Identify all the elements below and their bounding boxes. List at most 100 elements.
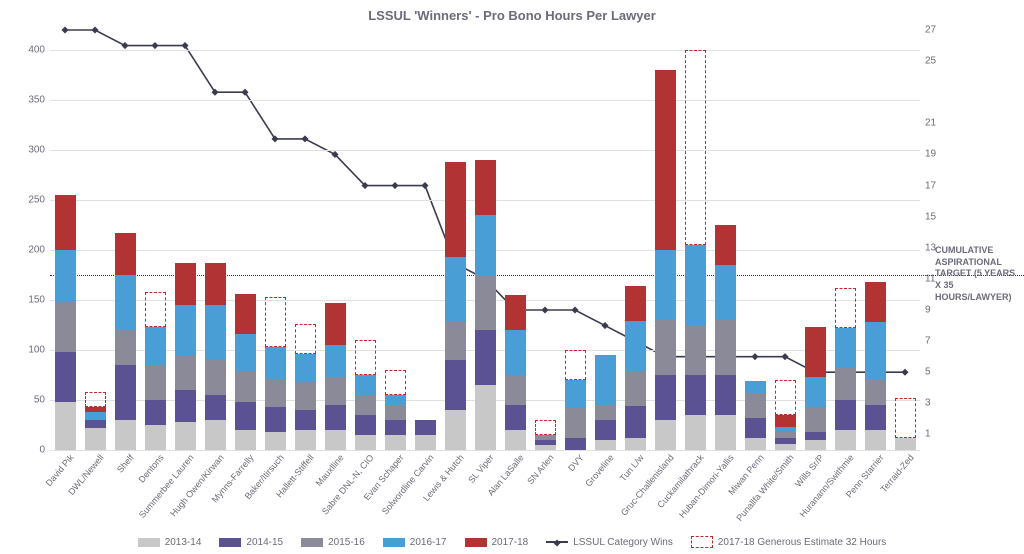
bar-group: Baker/Itirsuch bbox=[265, 30, 286, 450]
bar-segment bbox=[55, 402, 76, 450]
bar-group: SN Arlen bbox=[535, 30, 556, 450]
bar-segment bbox=[835, 328, 856, 368]
bar-segment bbox=[835, 430, 856, 450]
bar-segment bbox=[205, 395, 226, 420]
bar-segment bbox=[745, 438, 766, 450]
legend-swatch bbox=[138, 538, 160, 547]
bar-segment bbox=[865, 322, 886, 380]
bar-segment bbox=[175, 305, 196, 355]
x-axis-category-label: SN Arlen bbox=[522, 450, 556, 486]
bar-segment bbox=[595, 440, 616, 450]
bar-segment bbox=[235, 402, 256, 430]
bar-segment bbox=[445, 410, 466, 450]
bar-segment bbox=[415, 435, 436, 450]
y2-axis-tick-label: 7 bbox=[925, 336, 950, 347]
bar-segment bbox=[805, 440, 826, 450]
bar-segment bbox=[385, 420, 406, 435]
x-axis-category-label: Shelf bbox=[112, 450, 136, 475]
bar-estimate bbox=[895, 398, 916, 438]
bar-segment bbox=[625, 438, 646, 450]
bar-segment bbox=[325, 405, 346, 430]
bar-estimate bbox=[85, 392, 106, 407]
bar-segment bbox=[685, 325, 706, 375]
bar-segment bbox=[775, 438, 796, 444]
bar-segment bbox=[325, 345, 346, 377]
bar-group: Evan Schaper bbox=[385, 30, 406, 450]
bar-segment bbox=[565, 380, 586, 408]
bar-segment bbox=[145, 327, 166, 365]
bar-segment bbox=[295, 430, 316, 450]
bar-segment bbox=[445, 322, 466, 360]
bar-segment bbox=[85, 420, 106, 428]
bar-segment bbox=[415, 420, 436, 435]
bar-segment bbox=[655, 250, 676, 320]
bar-segment bbox=[505, 405, 526, 430]
bar-group: Lewis & Hutch bbox=[445, 30, 466, 450]
bar-estimate bbox=[835, 288, 856, 328]
bar-estimate bbox=[685, 50, 706, 245]
bar-segment bbox=[475, 385, 496, 450]
bar-segment bbox=[235, 334, 256, 372]
bar-segment bbox=[235, 294, 256, 334]
bar-group: Tun L/w bbox=[625, 30, 646, 450]
bar-group: Summerbee Lauren bbox=[175, 30, 196, 450]
bar-segment bbox=[265, 347, 286, 379]
y2-axis-tick-label: 5 bbox=[925, 367, 950, 378]
y2-axis-tick-label: 19 bbox=[925, 149, 950, 160]
y2-axis-tick-label: 15 bbox=[925, 211, 950, 222]
legend: 2013-142014-152015-162016-172017-18LSSUL… bbox=[0, 536, 1024, 548]
bar-segment bbox=[445, 360, 466, 410]
bar-group: Huranann/Swithmie bbox=[835, 30, 856, 450]
bar-segment bbox=[205, 305, 226, 360]
legend-label: 2014-15 bbox=[246, 537, 283, 548]
bar-segment bbox=[805, 432, 826, 440]
bar-segment bbox=[385, 405, 406, 420]
bar-segment bbox=[145, 365, 166, 400]
legend-line-icon bbox=[546, 541, 568, 543]
bar-segment bbox=[325, 303, 346, 345]
bar-segment bbox=[175, 390, 196, 422]
bar-group: DWL/Newell bbox=[85, 30, 106, 450]
bar-group: David Pik bbox=[55, 30, 76, 450]
legend-label: 2015-16 bbox=[328, 537, 365, 548]
legend-label: 2013-14 bbox=[165, 537, 202, 548]
bar-segment bbox=[475, 215, 496, 275]
y2-axis-tick-label: 25 bbox=[925, 56, 950, 67]
bar-segment bbox=[505, 330, 526, 375]
legend-swatch bbox=[301, 538, 323, 547]
bar-segment bbox=[475, 330, 496, 385]
bar-segment bbox=[505, 375, 526, 405]
y2-axis-tick-label: 17 bbox=[925, 180, 950, 191]
bar-estimate bbox=[295, 324, 316, 354]
plot-area: 0501001502002503003504001357911131517192… bbox=[50, 30, 920, 450]
bar-segment bbox=[145, 400, 166, 425]
bar-segment bbox=[865, 430, 886, 450]
x-axis-category-label: DVY bbox=[563, 450, 586, 473]
aspirational-target-annotation: CUMULATIVE ASPIRATIONAL TARGET (5 YEARS … bbox=[935, 245, 1020, 303]
bar-segment bbox=[355, 395, 376, 415]
bar-group: Terraid-Zed bbox=[895, 30, 916, 450]
bar-group: Shelf bbox=[115, 30, 136, 450]
bar-group: Penn Starrier bbox=[865, 30, 886, 450]
bar-segment bbox=[295, 382, 316, 410]
bar-segment bbox=[655, 320, 676, 375]
bar-segment bbox=[85, 428, 106, 450]
bar-segment bbox=[115, 365, 136, 420]
bar-group: Miwan Penn bbox=[745, 30, 766, 450]
bar-segment bbox=[805, 407, 826, 432]
legend-item: 2017-18 bbox=[465, 537, 529, 548]
y-axis-tick-label: 50 bbox=[15, 395, 45, 406]
x-axis-category-label: Groveline bbox=[580, 450, 615, 489]
bar-estimate bbox=[385, 370, 406, 395]
bar-segment bbox=[625, 371, 646, 406]
bar-segment bbox=[715, 415, 736, 450]
bar-group: Mauxlline bbox=[325, 30, 346, 450]
bar-segment bbox=[355, 415, 376, 435]
bar-segment bbox=[865, 380, 886, 405]
legend-item: 2015-16 bbox=[301, 537, 365, 548]
bar-group: Hugh Owen/Kirwan bbox=[205, 30, 226, 450]
bar-segment bbox=[145, 425, 166, 450]
bar-segment bbox=[475, 275, 496, 330]
y-axis-tick-label: 400 bbox=[15, 45, 45, 56]
bar-group: Groveline bbox=[595, 30, 616, 450]
